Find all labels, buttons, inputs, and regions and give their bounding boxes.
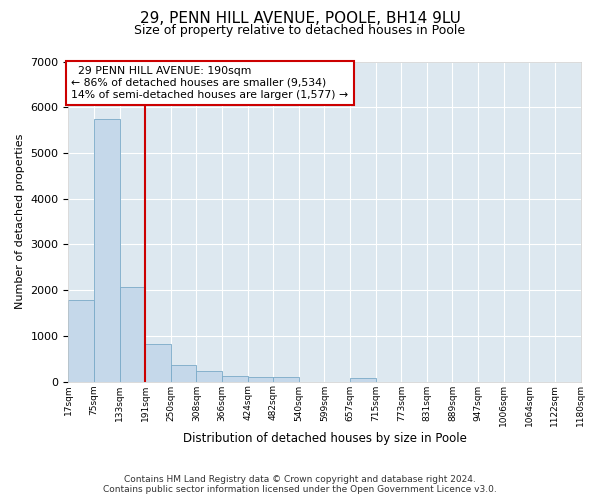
Bar	[350, 378, 376, 382]
Bar	[171, 364, 196, 382]
Bar	[145, 344, 171, 382]
Text: Size of property relative to detached houses in Poole: Size of property relative to detached ho…	[134, 24, 466, 37]
Bar	[119, 288, 145, 382]
Text: Contains HM Land Registry data © Crown copyright and database right 2024.
Contai: Contains HM Land Registry data © Crown c…	[103, 474, 497, 494]
Bar	[248, 376, 273, 382]
Bar	[273, 377, 299, 382]
Bar	[94, 118, 119, 382]
Text: 29, PENN HILL AVENUE, POOLE, BH14 9LU: 29, PENN HILL AVENUE, POOLE, BH14 9LU	[140, 11, 460, 26]
X-axis label: Distribution of detached houses by size in Poole: Distribution of detached houses by size …	[182, 432, 466, 445]
Bar	[222, 376, 248, 382]
Y-axis label: Number of detached properties: Number of detached properties	[15, 134, 25, 309]
Text: 29 PENN HILL AVENUE: 190sqm  
← 86% of detached houses are smaller (9,534)
14% o: 29 PENN HILL AVENUE: 190sqm ← 86% of det…	[71, 66, 348, 100]
Bar	[68, 300, 94, 382]
Bar	[196, 371, 222, 382]
